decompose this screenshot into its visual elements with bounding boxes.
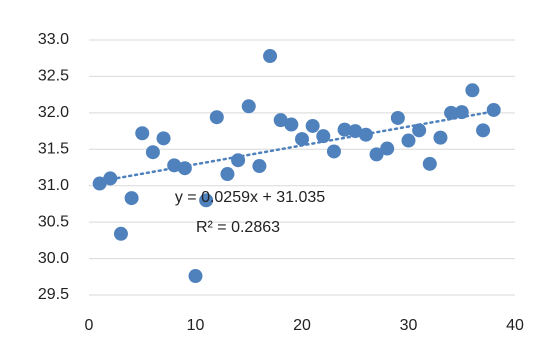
point (337, 122, 352, 137)
y-tick-label: 31.5 (38, 141, 69, 158)
x-tick-label: 10 (187, 317, 205, 334)
point (433, 130, 448, 145)
point (326, 144, 341, 159)
x-tick-label: 30 (400, 317, 418, 334)
point (241, 99, 256, 114)
point (103, 171, 118, 186)
point (177, 161, 192, 176)
trend-equation: y = 0.0259x + 31.035 (175, 189, 325, 206)
point (486, 102, 501, 117)
y-tick-label: 31.0 (38, 177, 69, 194)
point (390, 110, 405, 125)
x-tick-label: 20 (293, 317, 311, 334)
trendline (98, 110, 495, 183)
point (401, 133, 416, 148)
x-tick-label: 0 (85, 317, 94, 334)
y-tick-label: 29.5 (38, 286, 69, 303)
point (124, 191, 139, 206)
point (380, 141, 395, 156)
point (199, 193, 214, 208)
x-tick-label: 40 (506, 317, 524, 334)
point (273, 113, 288, 128)
point (465, 83, 480, 98)
point (145, 145, 160, 160)
point (252, 159, 267, 174)
y-tick-label: 32.0 (38, 104, 69, 121)
trend-r-squared: R² = 0.2863 (196, 219, 280, 236)
point (476, 123, 491, 138)
point (92, 176, 107, 191)
point (135, 126, 150, 141)
point (209, 110, 224, 125)
point (316, 129, 331, 144)
point (369, 147, 384, 162)
y-tick-label: 30.0 (38, 250, 69, 267)
point (295, 132, 309, 147)
point (156, 131, 171, 146)
point (220, 167, 235, 182)
point (422, 156, 437, 171)
point (113, 226, 128, 241)
point (284, 117, 299, 132)
point (444, 105, 459, 120)
point (412, 123, 427, 138)
y-tick-label: 33.0 (38, 31, 69, 48)
point (305, 118, 320, 133)
point (263, 49, 278, 64)
y-tick-label: 30.5 (38, 213, 69, 230)
point (188, 269, 203, 284)
y-tick-label: 32.5 (38, 68, 69, 85)
